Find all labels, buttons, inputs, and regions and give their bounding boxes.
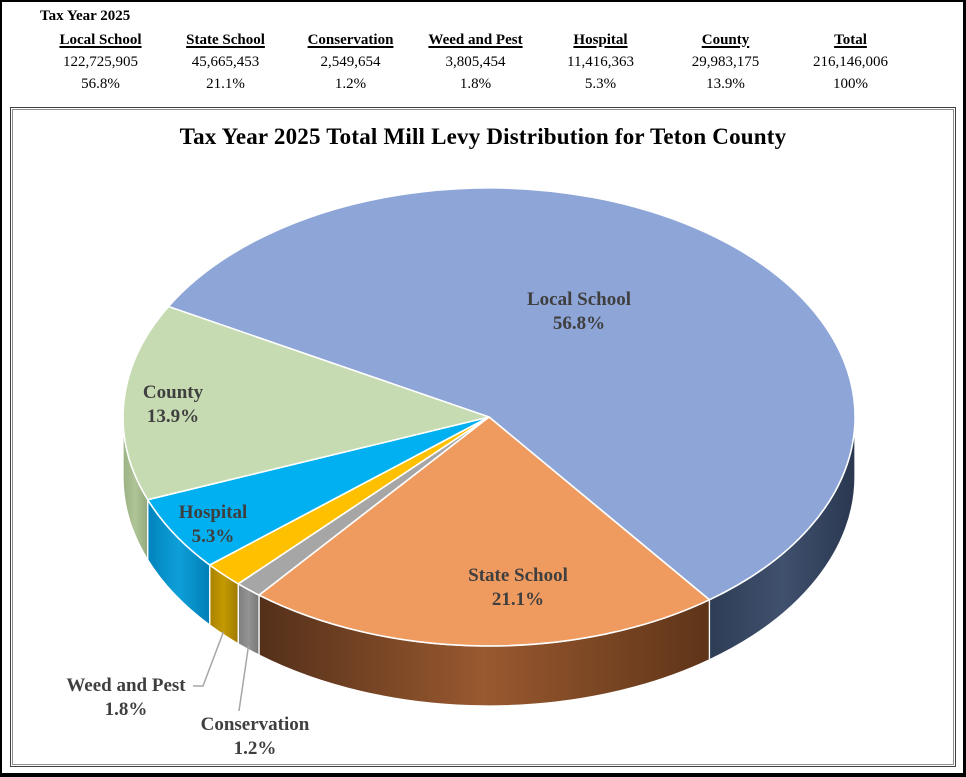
column-value: 29,983,175 [691,54,760,70]
column-header: State School [186,32,265,48]
table-column-conservation: Conservation 2,549,654 1.2% [288,29,413,95]
chart-box: Tax Year 2025 Total Mill Levy Distributi… [10,107,956,767]
table-column-state-school: State School 45,665,453 21.1% [163,29,288,95]
table-column-hospital: Hospital 11,416,363 5.3% [538,29,663,95]
table-column-total: Total 216,146,006 100% [788,29,913,95]
column-header: County [701,32,750,48]
column-header: Conservation [307,32,394,48]
column-value: 3,805,454 [445,54,506,70]
pie-slice-county [122,305,490,501]
slice-label-local-school: Local School 56.8% [527,289,631,334]
leader-line-weed-and-pest [193,631,225,687]
column-percent: 1.8% [459,76,492,92]
column-header: Hospital [573,32,628,48]
column-value: 2,549,654 [320,54,381,70]
leader-line-conservation [238,646,250,712]
table-column-local-school: Local School 122,725,905 56.8% [38,29,163,95]
slice-label-conservation: Conservation 1.2% [201,714,310,759]
pie-slice-local-school [166,187,856,601]
column-header: Local School [59,32,142,48]
column-percent: 100% [833,76,868,92]
column-header: Total [834,32,867,48]
column-value: 11,416,363 [567,54,634,70]
slice-label-weed-and-pest: Weed and Pest 1.8% [66,675,186,720]
table-column-county: County 29,983,175 13.9% [663,29,788,95]
column-value: 122,725,905 [63,54,138,70]
table-column-weed-and-pest: Weed and Pest 3,805,454 1.8% [413,29,538,95]
slice-label-county: County 13.9% [143,382,204,427]
slice-label-hospital: Hospital 5.3% [179,502,248,547]
pie-svg: Local School 56.8% State School 21.1% Conser… [66,187,856,759]
column-value: 216,146,006 [813,54,888,70]
column-percent: 13.9% [706,76,745,92]
chart-title: Tax Year 2025 Total Mill Levy Distributi… [179,124,787,149]
pie-slice-state-school [258,416,711,647]
pie-slice-side-conservation [237,583,260,656]
slice-label-state-school: State School 21.1% [468,565,568,610]
summary-table: Tax Year 2025 Local School 122,725,905 56.… [38,7,913,95]
column-header: Weed and Pest [428,32,523,48]
column-percent: 56.8% [81,76,120,92]
summary-columns: Local School 122,725,905 56.8% State School… [38,29,913,95]
column-percent: 5.3% [584,76,617,92]
column-value: 45,665,453 [191,54,260,70]
summary-title: Tax Year 2025 [40,8,131,24]
column-percent: 21.1% [206,76,245,92]
column-percent: 1.2% [334,76,367,92]
